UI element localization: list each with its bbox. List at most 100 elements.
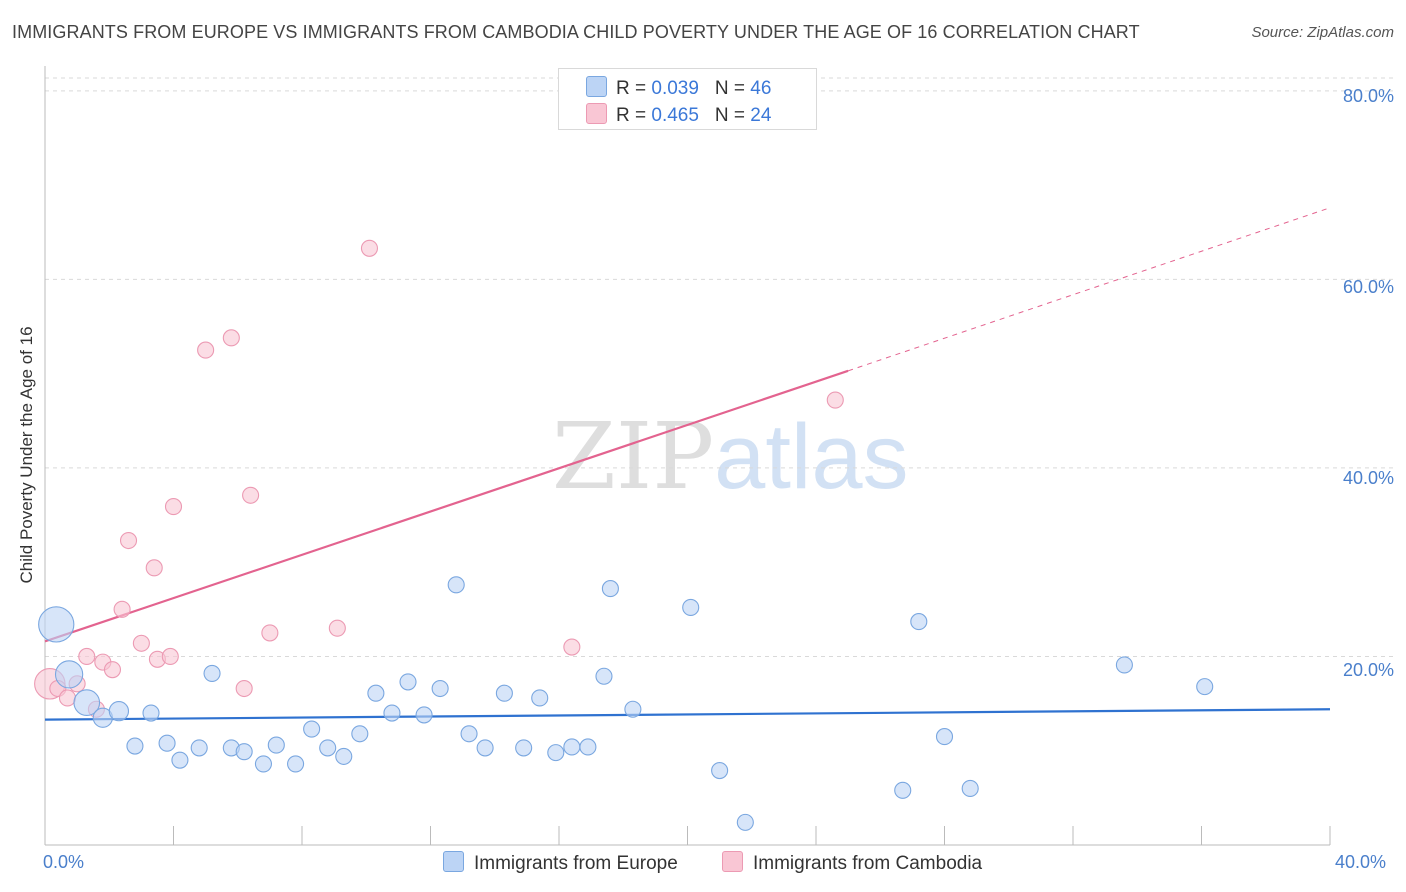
point-cambodia <box>113 600 131 618</box>
point-europe <box>547 744 565 762</box>
point-europe <box>431 679 449 698</box>
legend-n-value-cambodia: 24 <box>750 105 772 126</box>
legend-row-europe: R = 0.039 N = 46 <box>586 76 771 100</box>
trend-lines <box>44 207 1331 721</box>
legend-r-label-europe: R = <box>616 78 652 99</box>
correlation-legend: R = 0.039 N = 46 R = 0.465 N = 24 <box>558 68 817 130</box>
chart-title: IMMIGRANTS FROM EUROPE VS IMMIGRANTS FRO… <box>12 22 1140 42</box>
bottom-legend-label-cambodia: Immigrants from Cambodia <box>753 853 983 874</box>
point-europe <box>351 725 369 743</box>
point-europe <box>319 739 337 757</box>
point-europe <box>267 736 285 754</box>
point-europe <box>579 738 597 756</box>
x-tick-label-min: 0.0% <box>43 852 85 872</box>
point-europe <box>335 747 353 765</box>
point-europe <box>595 667 613 685</box>
point-europe <box>254 755 273 773</box>
point-europe <box>736 813 754 831</box>
legend-r-value-cambodia: 0.465 <box>651 105 699 126</box>
point-europe <box>203 664 221 682</box>
point-europe <box>171 751 189 769</box>
point-europe <box>1196 678 1214 696</box>
bottom-legend-swatch-cambodia <box>722 851 743 872</box>
y-tick-label-80: 80.0% <box>1342 86 1394 106</box>
point-europe <box>126 737 144 755</box>
point-europe <box>460 725 478 743</box>
point-europe <box>367 684 385 702</box>
x-tick-label-max: 40.0% <box>1335 852 1387 872</box>
point-europe <box>624 700 642 718</box>
bottom-legend-europe: Immigrants from Europe <box>443 851 678 875</box>
point-europe <box>601 580 619 598</box>
point-europe <box>383 704 401 722</box>
point-europe <box>1115 656 1133 674</box>
point-europe <box>73 689 101 717</box>
point-europe <box>287 755 305 773</box>
point-europe <box>415 706 433 724</box>
trend-line-europe <box>44 708 1331 721</box>
bottom-legend-cambodia: Immigrants from Cambodia <box>722 851 982 875</box>
legend-r-value-europe: 0.039 <box>651 78 699 99</box>
y-tick-label-60: 60.0% <box>1342 277 1394 297</box>
point-cambodia <box>242 486 260 504</box>
point-cambodia <box>360 239 379 257</box>
point-cambodia <box>103 661 122 679</box>
point-cambodia <box>78 647 96 666</box>
point-europe <box>38 606 75 643</box>
point-europe <box>476 739 494 757</box>
point-europe <box>515 739 533 757</box>
legend-r-label-cambodia: R = <box>616 105 652 126</box>
legend-n-label-cambodia: N = <box>714 105 751 126</box>
y-tick-label-40: 40.0% <box>1342 468 1394 488</box>
watermark: ZIPatlas <box>552 403 909 510</box>
point-cambodia <box>222 329 240 347</box>
point-europe <box>910 613 928 631</box>
watermark-atlas: atlas <box>714 406 909 508</box>
point-europe <box>531 689 549 707</box>
point-europe <box>563 738 581 756</box>
point-europe <box>447 576 465 594</box>
watermark-zip: ZIP <box>552 403 715 510</box>
point-europe <box>142 704 160 722</box>
point-europe <box>894 781 912 799</box>
point-europe <box>961 779 979 797</box>
point-europe <box>682 598 700 616</box>
point-cambodia <box>161 647 179 666</box>
point-cambodia <box>197 341 215 359</box>
legend-n-value-europe: 46 <box>750 78 772 99</box>
point-europe <box>108 700 130 722</box>
point-europe <box>711 761 729 780</box>
point-europe <box>303 720 321 738</box>
point-europe <box>935 728 954 746</box>
point-cambodia <box>119 531 138 550</box>
bottom-legend-swatch-europe <box>443 851 464 872</box>
point-europe <box>158 734 176 752</box>
legend-n-label-europe: N = <box>714 78 751 99</box>
point-cambodia <box>826 391 844 409</box>
axes <box>44 66 1331 846</box>
legend-row-cambodia: R = 0.465 N = 24 <box>586 103 771 127</box>
point-cambodia <box>145 559 163 577</box>
trend-line-cambodia-extension <box>847 207 1331 372</box>
point-cambodia <box>328 619 346 637</box>
y-tick-label-20: 20.0% <box>1342 660 1394 680</box>
point-cambodia <box>58 689 77 707</box>
point-europe <box>190 739 208 757</box>
legend-swatch-europe <box>586 76 607 97</box>
point-europe <box>235 743 253 761</box>
grid-lines <box>45 77 1395 657</box>
point-cambodia <box>261 624 279 642</box>
point-cambodia <box>164 498 183 516</box>
bottom-legend-label-europe: Immigrants from Europe <box>474 853 678 874</box>
point-europe <box>495 684 513 702</box>
point-cambodia <box>563 638 581 656</box>
point-europe <box>54 660 84 689</box>
source-credit: Source: ZipAtlas.com <box>1251 24 1394 41</box>
data-points <box>34 239 1214 831</box>
trend-line-cambodia <box>44 369 849 643</box>
point-cambodia <box>235 679 253 698</box>
point-cambodia <box>132 634 150 652</box>
point-europe <box>399 673 417 691</box>
legend-swatch-cambodia <box>586 103 607 124</box>
